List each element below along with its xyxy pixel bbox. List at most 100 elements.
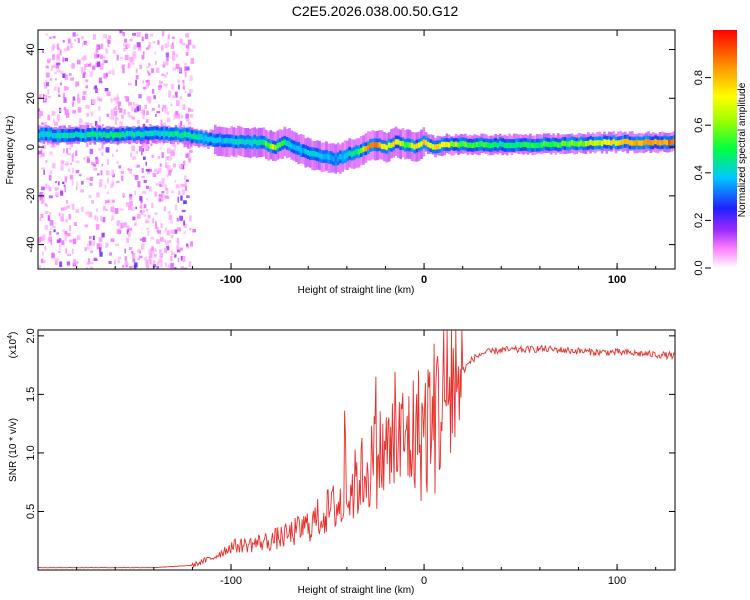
noise-speckle [69, 239, 73, 243]
noise-speckle [124, 54, 129, 60]
noise-speckle [129, 39, 133, 42]
noise-speckle [67, 153, 71, 156]
noise-speckle [75, 170, 80, 174]
ridge-core [471, 142, 474, 149]
ridge-core [584, 141, 588, 147]
noise-speckle [87, 258, 91, 264]
noise-speckle [172, 67, 176, 71]
noise-speckle [66, 46, 70, 51]
ridge-core [457, 142, 460, 148]
noise-speckle [168, 90, 171, 93]
ridge-core [158, 131, 162, 137]
noise-speckle [135, 206, 137, 210]
noise-speckle [148, 249, 152, 255]
noise-speckle [171, 42, 174, 46]
noise-speckle [77, 60, 81, 65]
ridge-core [600, 140, 604, 147]
noise-speckle [170, 256, 173, 262]
ridge-core [322, 154, 326, 160]
noise-speckle [149, 259, 152, 265]
noise-speckle [95, 49, 99, 53]
ridge-core [281, 140, 284, 146]
ridge-core [320, 153, 324, 160]
ridge-core [82, 132, 85, 139]
noise-speckle [137, 181, 141, 187]
ridge-core [647, 139, 650, 145]
ridge-core [501, 141, 504, 148]
noise-speckle [72, 167, 75, 174]
noise-speckle [176, 245, 180, 250]
noise-speckle [72, 101, 75, 107]
noise-speckle [164, 247, 167, 254]
noise-speckle [92, 65, 96, 70]
noise-speckle [116, 54, 119, 61]
ridge-core [251, 140, 254, 146]
spectrogram-frame [37, 29, 676, 270]
noise-speckle [128, 168, 133, 171]
noise-speckle [143, 51, 145, 55]
noise-speckle [64, 206, 68, 211]
ridge-core [38, 133, 41, 139]
noise-speckle [39, 155, 42, 158]
ridge-core [316, 151, 319, 158]
noise-speckle [189, 75, 193, 81]
ridge-core [420, 141, 423, 147]
noise-speckle [164, 75, 167, 78]
noise-speckle [150, 33, 154, 37]
noise-speckle [68, 147, 72, 150]
noise-speckle [159, 184, 163, 187]
noise-speckle [39, 195, 44, 201]
noise-speckle [83, 56, 86, 61]
ridge-core [151, 130, 155, 137]
noise-speckle [135, 164, 138, 168]
noise-speckle [99, 247, 102, 253]
noise-speckle [154, 191, 157, 197]
ridge-core [517, 142, 521, 148]
ridge-core [410, 142, 414, 149]
noise-speckle [49, 151, 53, 156]
noise-speckle [88, 211, 93, 218]
noise-speckle [87, 177, 91, 180]
noise-speckle [141, 55, 145, 60]
ridge-core [452, 141, 456, 148]
ridge-core [619, 139, 622, 146]
noise-speckle [119, 121, 123, 126]
noise-speckle [146, 144, 149, 151]
noise-speckle [123, 222, 127, 228]
ridge-core [573, 140, 576, 147]
noise-speckle [126, 202, 129, 207]
noise-speckle [148, 72, 151, 76]
ridge-core [390, 142, 393, 149]
noise-speckle [66, 261, 70, 266]
ridge-core [51, 133, 55, 139]
ridge-core [475, 141, 479, 148]
ridge-core [339, 154, 342, 160]
noise-speckle [75, 81, 77, 88]
ridge-core [593, 140, 597, 146]
noise-speckle [45, 72, 50, 78]
noise-speckle [146, 66, 149, 69]
noise-speckle [64, 109, 69, 116]
noise-speckle [188, 149, 193, 153]
noise-speckle [44, 210, 49, 214]
ridge-core [461, 141, 465, 147]
noise-speckle [56, 232, 59, 235]
noise-speckle [167, 34, 170, 40]
noise-speckle [82, 95, 85, 100]
noise-speckle [94, 53, 98, 59]
noise-speckle [74, 39, 77, 42]
ridge-core [272, 144, 275, 150]
ridge-core [146, 131, 150, 137]
noise-speckle [125, 96, 129, 102]
ridge-core [635, 139, 639, 146]
noise-speckle [180, 195, 183, 201]
colorbar-tick-label: 0.6 [693, 118, 705, 133]
ridge-core [543, 141, 546, 147]
noise-speckle [124, 256, 127, 262]
ridge-core [170, 131, 173, 137]
ridge-core [54, 133, 57, 139]
noise-speckle [82, 72, 86, 78]
noise-speckle [73, 259, 76, 265]
noise-speckle [146, 110, 149, 115]
